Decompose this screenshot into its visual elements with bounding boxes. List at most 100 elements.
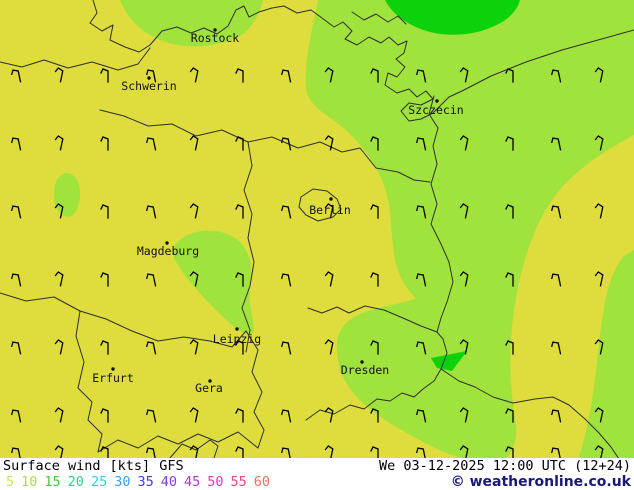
model-label: GFS	[159, 458, 184, 474]
map-borders	[0, 0, 634, 458]
wind-barb-icon	[370, 68, 379, 83]
wind-barb-icon	[505, 136, 514, 151]
city-dot	[235, 327, 239, 331]
scale-value: 25	[90, 474, 108, 490]
city-dot	[329, 197, 333, 201]
wind-barb-icon	[280, 273, 292, 287]
city-dot	[111, 367, 115, 371]
wind-barb-icon	[10, 273, 22, 287]
wind-barb-icon	[594, 67, 604, 83]
wind-barb-grid	[10, 67, 604, 458]
legend-title-row: Surface wind [kts] GFS We 03-12-2025 12:…	[0, 458, 634, 474]
border-thuringia-north	[0, 292, 247, 348]
city-marker: Magdeburg	[137, 241, 199, 258]
wind-barb-icon	[100, 68, 109, 83]
border-mecklenburg-brandenburg	[99, 109, 431, 183]
color-scale: 5 10 15 20 25 30 35 40 45 50 55 60	[3, 474, 270, 490]
wind-barb-icon	[54, 407, 64, 423]
city-label: Magdeburg	[137, 244, 199, 258]
wind-barb-icon	[235, 408, 244, 423]
border-southeast	[440, 368, 619, 458]
wind-barb-icon	[100, 446, 109, 458]
wind-barb-icon	[324, 339, 334, 355]
wind-barb-icon	[459, 445, 469, 458]
wind-region-darkgreen-top	[385, 0, 520, 35]
wind-barb-icon	[100, 340, 109, 355]
wind-barb-icon	[459, 203, 469, 219]
border-oder	[428, 95, 454, 333]
city-marker: Schwerin	[121, 76, 177, 93]
legend-bar: Surface wind [kts] GFS We 03-12-2025 12:…	[0, 458, 634, 490]
city-dot	[435, 99, 439, 103]
scale-value: 45	[184, 474, 201, 490]
wind-barb-icon	[415, 447, 427, 458]
wind-barb-icon	[594, 445, 604, 458]
wind-barb-icon	[370, 272, 379, 287]
wind-barb-icon	[145, 69, 157, 83]
scale-value: 55	[230, 474, 247, 490]
wind-barb-icon	[324, 271, 334, 287]
wind-barb-icon	[505, 204, 514, 219]
wind-barb-icon	[370, 340, 379, 355]
city-marker: Szczecin	[408, 99, 464, 117]
wind-barb-icon	[189, 135, 199, 151]
wind-barb-icon	[550, 69, 562, 83]
wind-region-green-magdeburg	[173, 230, 254, 335]
wind-barb-icon	[235, 204, 244, 219]
wind-barb-icon	[370, 204, 379, 219]
wind-barb-icon	[100, 408, 109, 423]
wind-barb-icon	[370, 446, 379, 458]
wind-barb-icon	[550, 409, 562, 423]
wind-barb-icon	[235, 136, 244, 151]
wind-barb-icon	[594, 135, 604, 151]
city-layer: Rostock Schwerin Szczecin Berlin Magdeburg Le…	[92, 28, 464, 395]
wind-barb-icon	[280, 447, 292, 458]
wind-barb-icon	[505, 408, 514, 423]
wind-barb-icon	[54, 271, 64, 287]
wind-barb-icon	[280, 341, 292, 355]
border-bottom-fragment	[169, 439, 219, 458]
city-dot	[165, 241, 169, 245]
wind-barb-icon	[324, 67, 334, 83]
wind-barb-icon	[550, 341, 562, 355]
legend-title: Surface wind [kts] GFS	[3, 458, 184, 474]
wind-barb-icon	[280, 137, 292, 151]
wind-barb-icon	[235, 68, 244, 83]
city-label: Szczecin	[408, 103, 463, 117]
wind-barb-icon	[550, 137, 562, 151]
units-label: [kts]	[109, 458, 151, 474]
coastline-lagoon	[400, 29, 634, 122]
wind-barb-icon	[550, 447, 562, 458]
city-marker: Berlin	[309, 197, 351, 217]
city-marker: Erfurt	[92, 367, 134, 385]
wind-barb-icon	[189, 203, 199, 219]
wind-barb-icon	[189, 445, 199, 458]
scale-value: 20	[67, 474, 84, 490]
wind-barb-icon	[415, 341, 427, 355]
city-marker: Gera	[195, 379, 223, 395]
wind-barb-icon	[10, 69, 22, 83]
wind-barb-icon	[459, 271, 469, 287]
wind-barb-icon	[324, 445, 334, 458]
scale-value: 5	[6, 474, 15, 490]
scale-value: 40	[160, 474, 177, 490]
datetime-label: We 03-12-2025 12:00 UTC (12+24)	[379, 458, 631, 474]
wind-barb-icon	[594, 339, 604, 355]
wind-barb-icon	[145, 205, 157, 219]
city-label: Berlin	[309, 203, 351, 217]
wind-barb-icon	[415, 273, 427, 287]
wind-barb-icon	[324, 203, 334, 219]
wind-barb-icon	[54, 203, 64, 219]
wind-barb-icon	[415, 205, 427, 219]
wind-barb-icon	[145, 341, 157, 355]
wind-barb-icon	[280, 205, 292, 219]
city-dot	[360, 360, 364, 364]
wind-barb-icon	[459, 407, 469, 423]
wind-barb-icon	[505, 68, 514, 83]
scale-value: 30	[114, 474, 131, 490]
wind-barb-icon	[189, 339, 199, 355]
wind-barb-icon	[235, 272, 244, 287]
border-north-inner	[0, 47, 151, 71]
parameter-label: Surface wind	[3, 458, 101, 474]
